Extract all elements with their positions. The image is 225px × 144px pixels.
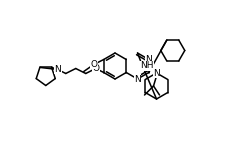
Text: O: O	[92, 64, 99, 73]
Text: N: N	[54, 65, 61, 74]
Text: N: N	[153, 69, 159, 77]
Text: N: N	[134, 74, 140, 84]
Text: N: N	[145, 55, 151, 64]
Text: NH: NH	[139, 61, 153, 71]
Text: O: O	[90, 60, 97, 69]
